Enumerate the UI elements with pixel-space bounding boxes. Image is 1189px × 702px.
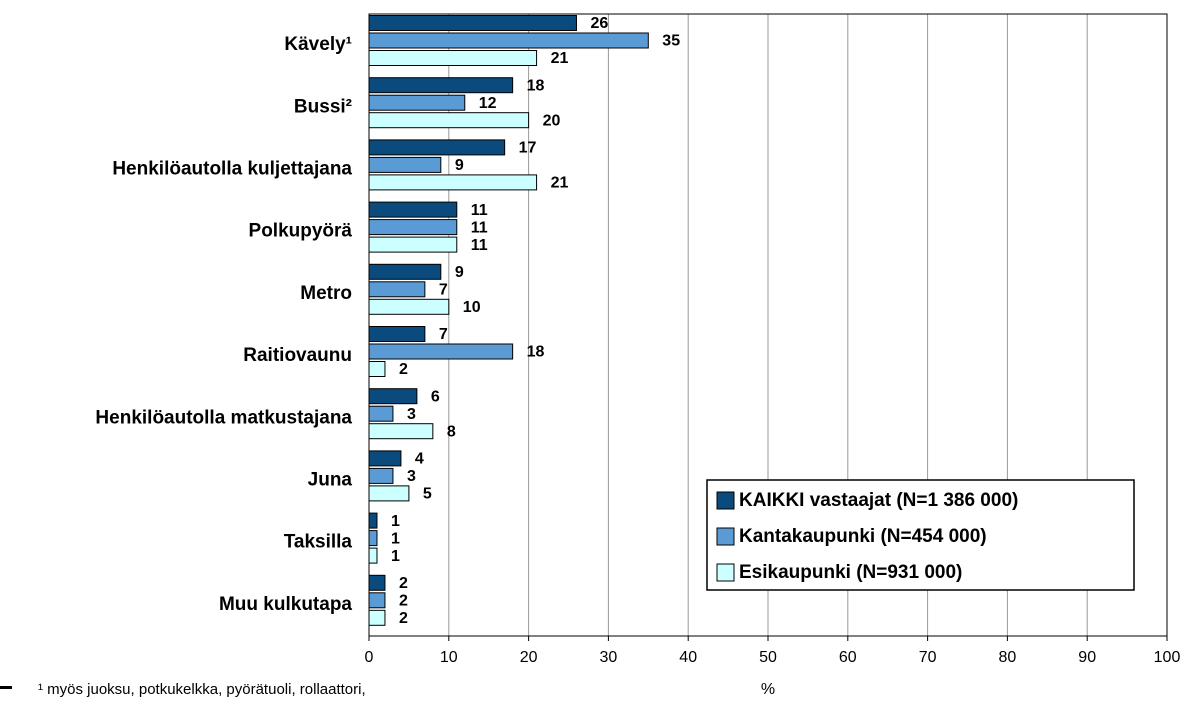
value-label: 9	[455, 264, 464, 281]
x-tick-label: 10	[440, 649, 458, 666]
value-label: 11	[471, 202, 488, 219]
bar	[368, 77, 514, 94]
value-label: 6	[431, 388, 440, 405]
x-tick-label: 70	[919, 649, 937, 666]
x-tick-label: 20	[520, 649, 538, 666]
legend-label: Kantakaupunki (N=454 000)	[739, 526, 987, 547]
bar	[368, 112, 530, 129]
value-label: 3	[407, 468, 416, 485]
bar	[368, 592, 386, 609]
bar	[368, 298, 450, 315]
value-label: 1	[391, 530, 400, 547]
bar	[368, 219, 458, 236]
value-label: 8	[447, 423, 456, 440]
bar	[368, 139, 506, 156]
value-label: 21	[551, 175, 569, 192]
bar	[368, 326, 426, 342]
category-label: Muu kulkutapa	[219, 594, 352, 615]
x-tick-label: 0	[365, 649, 374, 666]
category-label: Juna	[308, 470, 353, 491]
value-label: 21	[551, 50, 569, 67]
bar	[368, 156, 442, 173]
bar	[368, 467, 394, 484]
value-label: 17	[519, 140, 537, 157]
value-label: 10	[463, 299, 481, 316]
bar	[368, 485, 410, 502]
bar	[368, 263, 442, 280]
value-label: 35	[662, 33, 680, 50]
value-label: 26	[590, 15, 608, 32]
bar	[368, 405, 394, 422]
bar	[368, 15, 577, 31]
bar	[368, 94, 466, 111]
plot-border	[368, 13, 1168, 637]
category-label: Bussi²	[294, 96, 352, 117]
value-label: 2	[399, 361, 408, 378]
legend-label: Esikaupunki (N=931 000)	[739, 562, 962, 583]
value-label: 2	[399, 593, 408, 610]
footnote: ¹ myös juoksu, potkukelkka, pyörätuoli, …	[38, 681, 366, 698]
value-label: 20	[543, 112, 561, 129]
value-label: 2	[399, 575, 408, 592]
value-label: 7	[439, 282, 448, 299]
x-tick-label: 30	[600, 649, 618, 666]
value-label: 5	[423, 486, 432, 503]
x-tick-label: 90	[1078, 649, 1096, 666]
legend-label: KAIKKI vastaajat (N=1 386 000)	[739, 490, 1018, 511]
x-tick-label: 100	[1154, 649, 1181, 666]
bar	[368, 32, 649, 49]
legend-swatch	[716, 491, 735, 510]
value-label: 3	[407, 406, 416, 423]
value-label: 12	[479, 95, 497, 112]
category-label: Raitiovaunu	[243, 345, 352, 366]
bar	[368, 343, 514, 360]
category-label: Henkilöautolla matkustajana	[95, 407, 352, 428]
bar	[368, 530, 378, 547]
value-label: 9	[455, 157, 464, 174]
category-label: Metro	[300, 283, 352, 304]
value-label: 18	[527, 77, 545, 94]
x-tick-label: 40	[679, 649, 697, 666]
x-axis-label: %	[761, 681, 775, 698]
bar	[368, 547, 378, 564]
bar	[368, 574, 386, 591]
bar	[368, 423, 434, 440]
value-label: 11	[471, 237, 488, 254]
x-tick-label: 80	[999, 649, 1017, 666]
bar	[368, 174, 538, 191]
bar	[368, 450, 402, 467]
value-label: 7	[439, 326, 448, 343]
bar	[368, 609, 386, 626]
bar	[368, 388, 418, 405]
legend-box	[706, 479, 1135, 591]
legend-swatch	[716, 527, 735, 546]
category-label: Taksilla	[284, 532, 353, 553]
value-label: 11	[471, 219, 488, 236]
x-tick-label: 50	[759, 649, 777, 666]
footnote-mark	[0, 686, 12, 689]
category-label: Polkupyörä	[249, 221, 353, 242]
bar	[368, 236, 458, 253]
value-label: 4	[415, 451, 424, 468]
bar	[368, 281, 426, 298]
category-label: Henkilöautolla kuljettajana	[112, 159, 352, 180]
value-label: 1	[391, 513, 400, 530]
bar	[368, 201, 458, 218]
bar	[368, 361, 386, 377]
category-label: Kävely¹	[284, 34, 352, 55]
x-tick-label: 60	[839, 649, 857, 666]
bar	[368, 512, 378, 529]
value-label: 2	[399, 610, 408, 627]
bar	[368, 50, 538, 66]
value-label: 18	[527, 344, 545, 361]
value-label: 1	[391, 548, 400, 565]
legend-swatch	[716, 563, 735, 582]
